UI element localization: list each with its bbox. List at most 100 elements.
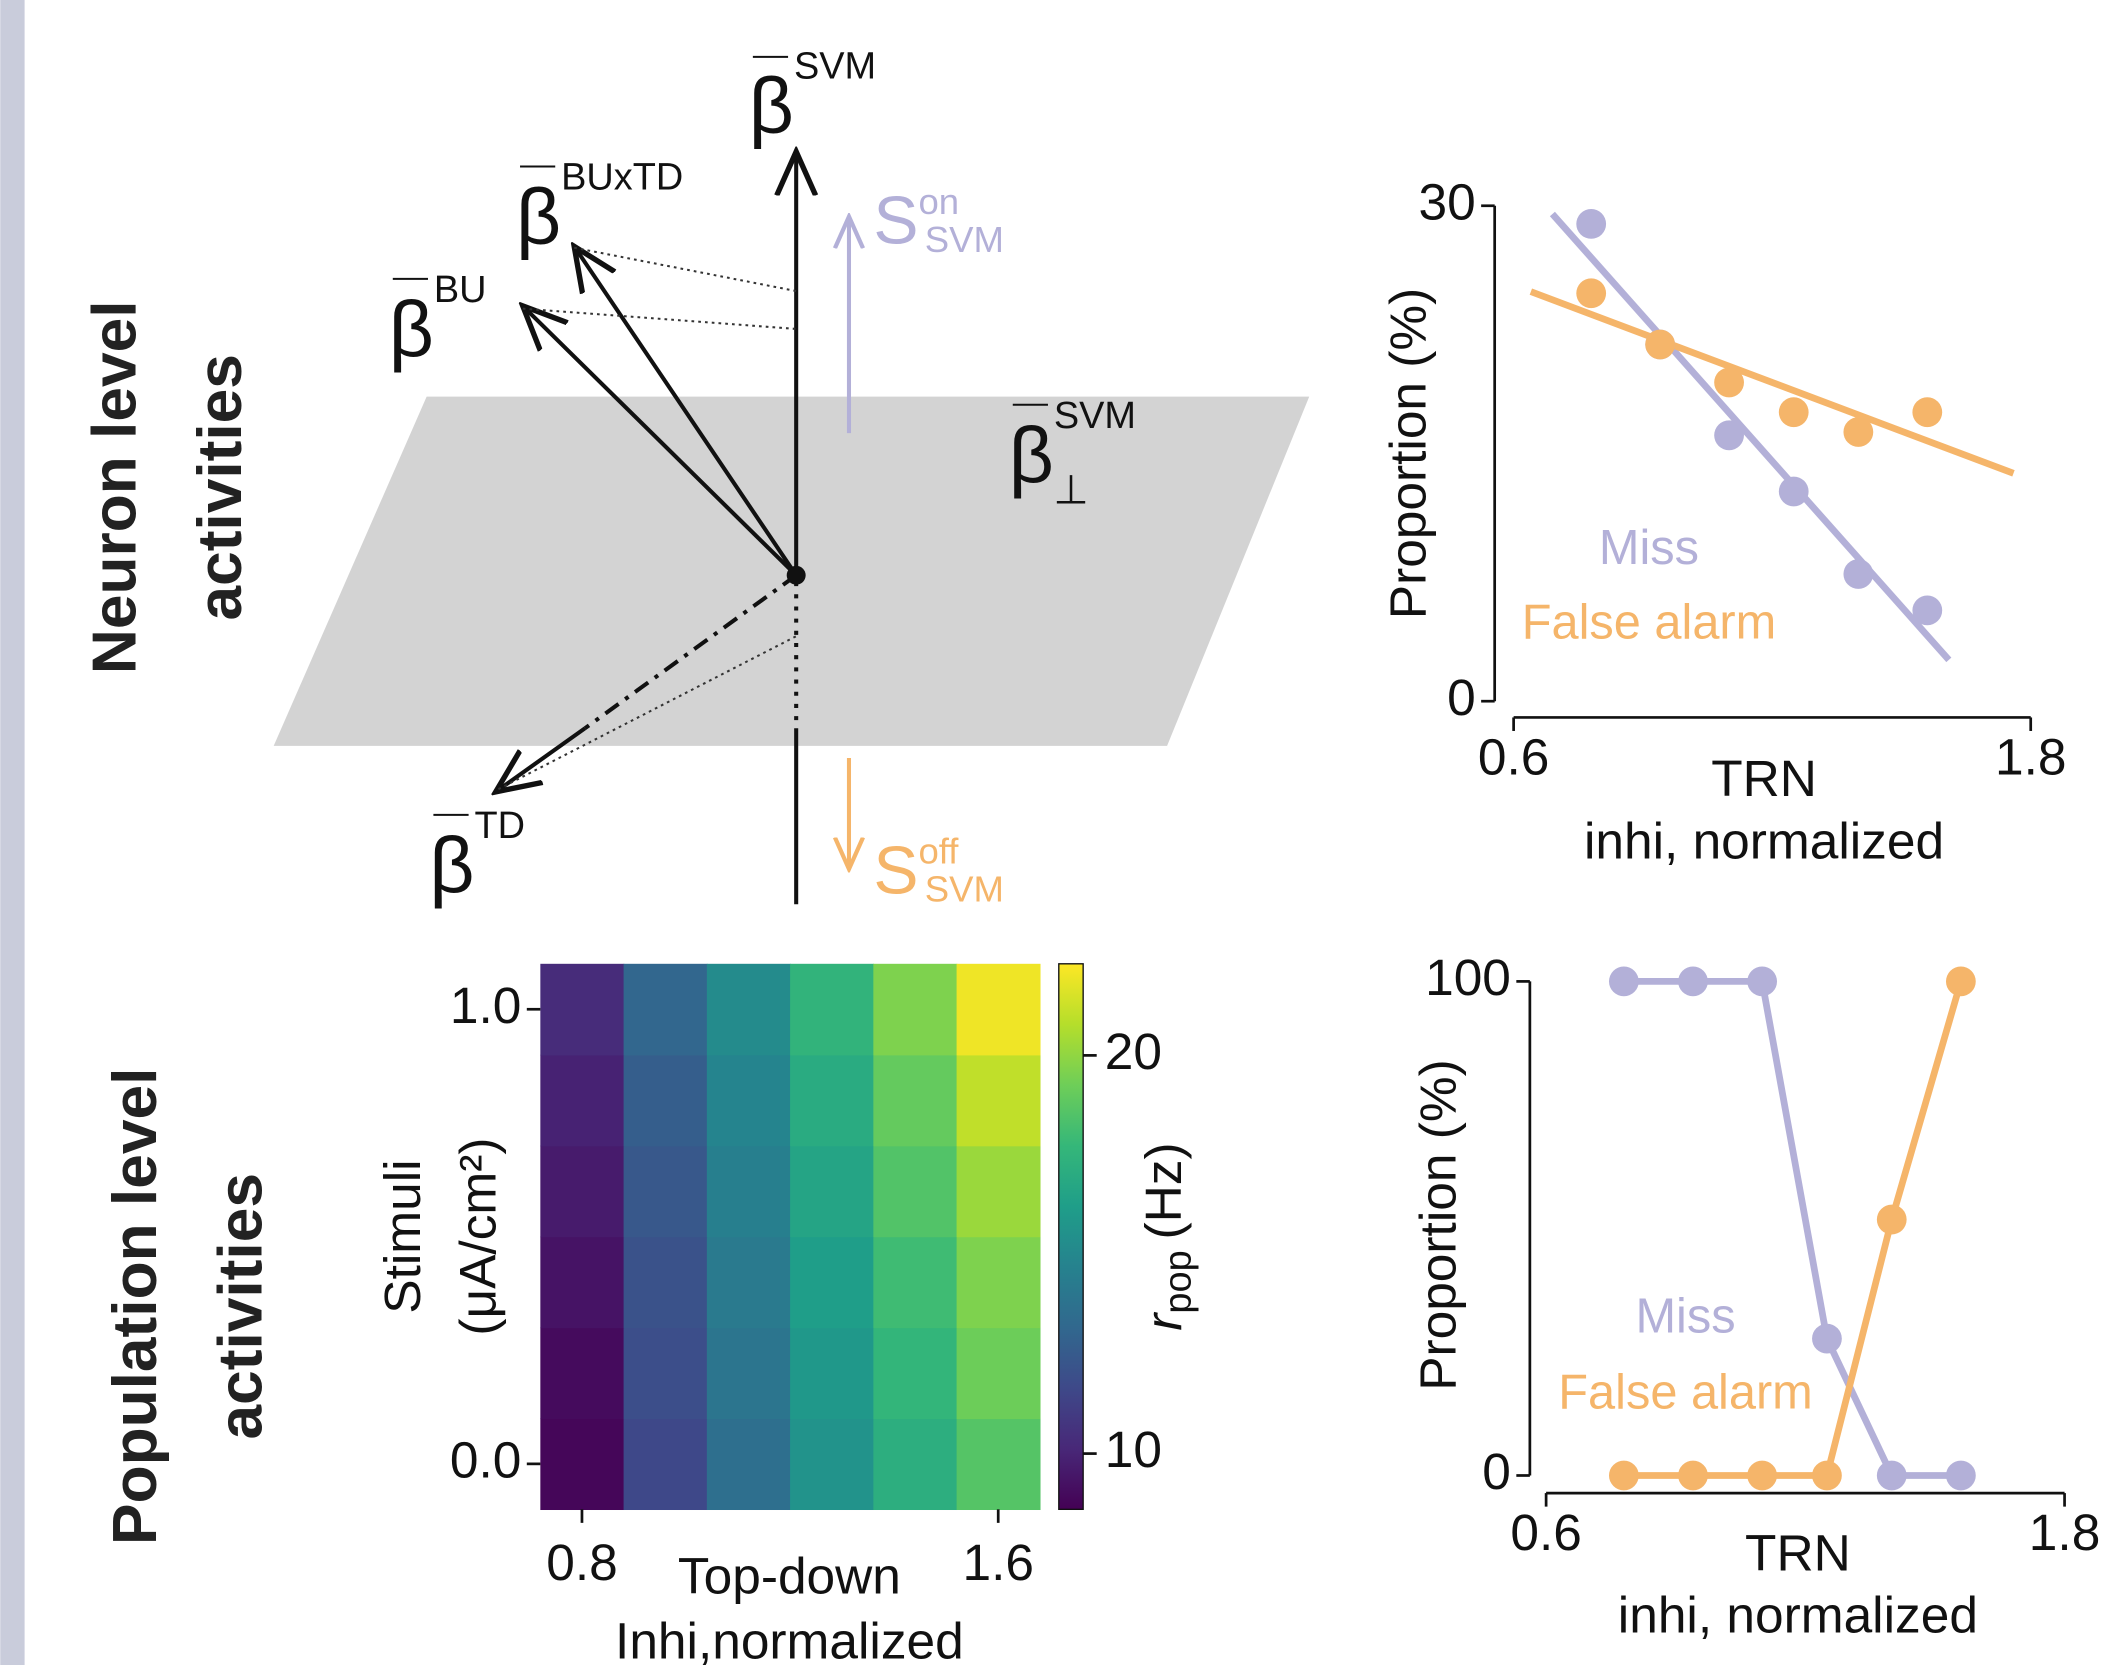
heat-cell <box>623 1327 708 1420</box>
point <box>1608 966 1639 997</box>
row-label: activities <box>206 1173 275 1439</box>
colorbar-label-symbol: r <box>1134 1312 1192 1331</box>
point <box>1843 417 1874 447</box>
point <box>1843 559 1874 589</box>
y-tick-label: 30 <box>1419 172 1476 230</box>
heat-cell <box>540 1145 625 1238</box>
heat-cell <box>790 1418 875 1511</box>
heat-cell <box>956 1236 1041 1329</box>
heat-cell <box>790 1145 875 1238</box>
state-label-sub: SVM <box>925 219 1004 260</box>
heat-cell <box>540 1327 625 1420</box>
colorbar-label: rpop (Hz) <box>1134 1142 1200 1330</box>
colorbar-tick-label: 20 <box>1105 1022 1162 1080</box>
x-tick-label: 0.8 <box>546 1533 617 1591</box>
heat-cell <box>956 1145 1041 1238</box>
vector-label: βTD <box>429 805 525 909</box>
fit-line <box>1549 211 1952 663</box>
heat-cell <box>706 963 791 1056</box>
buxtd-vector <box>574 246 798 577</box>
y-tick-label: 1.0 <box>450 976 521 1034</box>
row-label: Population level <box>101 1068 170 1545</box>
x-axis-label: TRN <box>1745 1523 1851 1581</box>
point <box>1678 1460 1708 1491</box>
point <box>1678 966 1708 997</box>
vector-label: βBU <box>389 269 487 373</box>
y-tick-label: 0 <box>1447 668 1476 726</box>
heat-cell <box>623 1145 708 1238</box>
point <box>1912 595 1943 626</box>
projection <box>497 635 797 791</box>
y-tick-label: 0 <box>1482 1442 1511 1500</box>
vector-label: βBUxTD <box>516 157 683 261</box>
heat-cell <box>706 1145 791 1238</box>
legend-label: Miss <box>1599 521 1699 575</box>
point <box>1645 329 1676 360</box>
row-label: Neuron level <box>81 301 150 675</box>
heat-cell <box>873 1236 958 1329</box>
legend-label: False alarm <box>1522 595 1777 649</box>
side-strip <box>0 0 25 1665</box>
colorbar-label-sub: pop <box>1158 1250 1200 1313</box>
point <box>1747 1460 1778 1491</box>
heat-cell <box>873 1327 958 1420</box>
heat-cell <box>540 1418 625 1511</box>
bu-vector <box>523 306 798 577</box>
heat-cell <box>540 1236 625 1329</box>
heat-cell <box>956 1327 1041 1420</box>
y-tick-label: 100 <box>1425 948 1511 1006</box>
legend-label: Miss <box>1635 1290 1735 1344</box>
origin <box>786 565 806 585</box>
x-tick-label: 1.6 <box>962 1533 1033 1591</box>
x-axis-label: Inhi,normalized <box>615 1611 964 1665</box>
point <box>1812 1323 1842 1354</box>
heat-cell <box>956 1418 1041 1511</box>
colorbar-label-unit: (Hz) <box>1134 1142 1192 1239</box>
y-axis-label: Proportion (%) <box>1379 288 1437 620</box>
heat-cell <box>873 1145 958 1238</box>
x-axis-label: inhi, normalized <box>1618 1586 1978 1644</box>
point <box>1714 367 1744 398</box>
heat-cell <box>623 963 708 1056</box>
heat-cell <box>623 1418 708 1511</box>
heat-cell <box>873 1418 958 1511</box>
x-tick-label: 1.8 <box>1995 727 2066 785</box>
x-tick-label: 0.6 <box>1478 727 1549 785</box>
td-vector-hidden <box>583 573 798 730</box>
point <box>1576 278 1607 309</box>
x-axis-label: TRN <box>1711 749 1817 807</box>
point <box>1576 209 1607 239</box>
point <box>1747 966 1778 997</box>
heat-cell <box>540 1054 625 1147</box>
heat-cell <box>873 1054 958 1147</box>
point <box>1876 1204 1907 1235</box>
point <box>1945 1460 1976 1491</box>
state-label: Soff <box>873 831 959 909</box>
y-axis-label: (μA/cm²) <box>449 1137 507 1335</box>
heat-cell <box>790 1236 875 1329</box>
x-tick-label: 1.8 <box>2029 1503 2100 1561</box>
point <box>1714 420 1744 451</box>
td-vector <box>496 726 587 792</box>
y-tick-label: 0.0 <box>450 1430 521 1488</box>
heat-cell <box>873 963 958 1056</box>
heat-cell <box>956 1054 1041 1147</box>
point <box>1778 476 1809 507</box>
point <box>1608 1460 1639 1491</box>
point <box>1945 966 1976 997</box>
vector-diagram: βSVM βBUxTD βBU βTD βSVM ⊥ Son SVM Soff … <box>273 46 1310 910</box>
point <box>1778 397 1809 428</box>
heat-cell <box>790 1054 875 1147</box>
heat-cell <box>623 1054 708 1147</box>
vector-label: βSVM <box>1009 395 1136 499</box>
colorbar <box>1058 963 1084 1511</box>
x-axis-label: inhi, normalized <box>1584 811 1944 869</box>
heat-cell <box>956 963 1041 1056</box>
projection <box>573 246 797 293</box>
heat-cell <box>790 1327 875 1420</box>
y-axis-label: Proportion (%) <box>1408 1059 1466 1391</box>
x-axis-label: Top-down <box>678 1546 901 1604</box>
y-axis-label: Stimuli <box>373 1159 431 1313</box>
heat-cell <box>706 1327 791 1420</box>
